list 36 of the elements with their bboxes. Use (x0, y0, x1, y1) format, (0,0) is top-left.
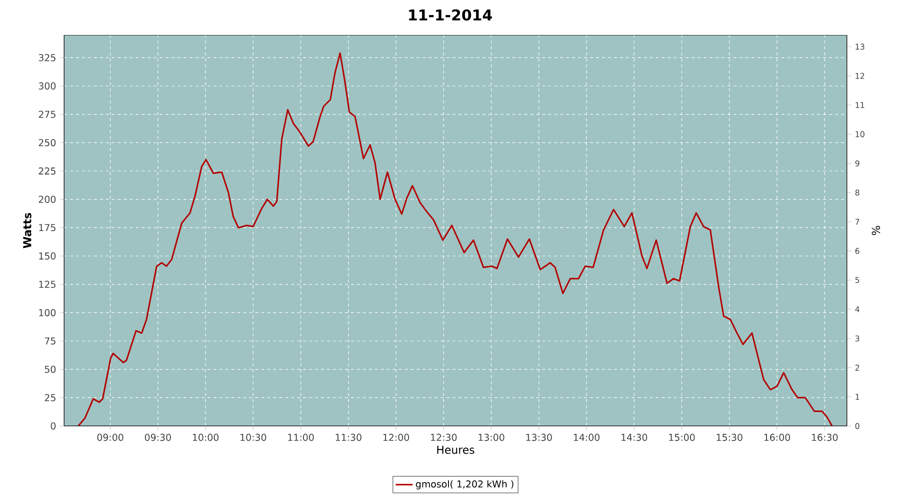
x-tick-label: 10:30 (240, 434, 266, 441)
y-tick-label: 0 (50, 422, 56, 430)
line-series (78, 52, 833, 426)
x-tick-label: 12:00 (383, 434, 410, 441)
x-axis-title: Heures (437, 446, 474, 454)
x-tick-label: 16:00 (764, 434, 790, 441)
x-tick-label: 09:30 (144, 434, 171, 441)
y-tick-label: 25 (44, 394, 56, 402)
y-tick-label: 300 (38, 82, 56, 90)
y-tick-label: 225 (38, 167, 56, 175)
y-tick-label: 150 (39, 252, 56, 260)
y-tick-label: 75 (44, 337, 56, 345)
x-tick-label: 11:00 (288, 434, 314, 441)
x-tick-label: 09:00 (97, 434, 124, 441)
y-tick-label: 325 (38, 54, 56, 62)
x-tick-label: 16:30 (812, 434, 838, 441)
x-tick-label: 13:00 (478, 434, 504, 441)
x-tick-label: 14:30 (622, 434, 648, 441)
y-tick-label: 50 (44, 366, 56, 373)
x-tick-label: 11:30 (336, 434, 362, 441)
x-tick-label: 12:30 (431, 434, 457, 441)
y2-axis-title: % (872, 226, 880, 236)
y-tick-label: 275 (38, 110, 56, 118)
y-tick-label: 175 (39, 224, 56, 232)
chart-title: 11-1-2014 (409, 9, 492, 21)
x-tick-label: 15:00 (669, 434, 695, 441)
x-tick-label: 13:30 (526, 434, 552, 441)
x-tick-label: 14:00 (574, 434, 600, 441)
y-axis-title: Watts (23, 212, 32, 248)
legend-label: gmosol( 1,202 kWh ) (416, 480, 514, 490)
x-tick-label: 10:00 (192, 434, 219, 441)
x-tick-label: 15:30 (716, 434, 742, 441)
y-tick-label: 100 (39, 309, 56, 316)
y-tick-label: 200 (38, 196, 56, 203)
y-tick-label: 250 (38, 139, 56, 146)
y-tick-label: 125 (39, 280, 56, 288)
